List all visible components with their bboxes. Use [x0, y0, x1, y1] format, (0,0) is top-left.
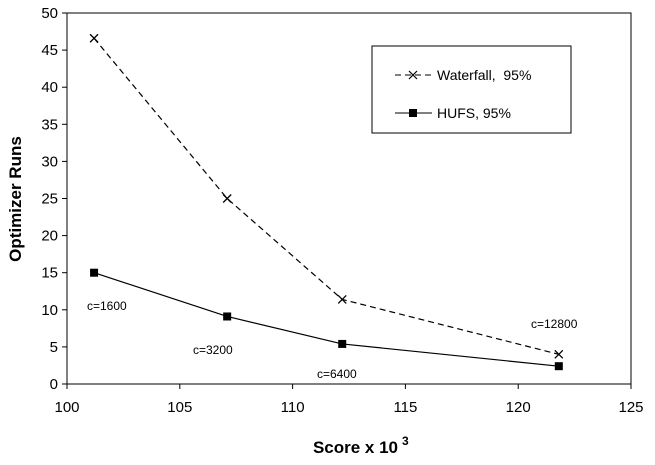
data-point-waterfall [222, 194, 232, 203]
legend-waterfall-marker [408, 70, 418, 80]
annotation-c12800: c=12800 [531, 317, 578, 331]
x-tick-label: 115 [393, 399, 417, 416]
y-axis-title: Optimizer Runs [6, 136, 25, 262]
x-axis-title: Score x 10 3 [313, 434, 409, 457]
series-layer [89, 33, 564, 371]
y-tick-label: 20 [41, 228, 58, 245]
y-tick-label: 40 [41, 79, 58, 96]
legend-hufs-marker [409, 109, 417, 117]
annotation-c1600: c=1600 [87, 299, 127, 313]
y-tick-label: 25 [41, 191, 58, 208]
legend-hufs-label: HUFS, 95% [437, 105, 511, 121]
data-point-hufs [90, 268, 99, 277]
y-tick-label: 0 [50, 376, 58, 393]
x-tick-label: 100 [54, 399, 79, 416]
y-axis: 0 5 10 15 20 25 30 35 40 45 50 [41, 5, 67, 393]
data-point-hufs [223, 312, 232, 321]
series-line-hufs [93, 272, 559, 367]
x-tick-label: 105 [167, 399, 192, 416]
legend-waterfall-label: Waterfall, 95% [437, 67, 531, 83]
data-point-waterfall [89, 33, 99, 43]
y-tick-label: 10 [41, 302, 58, 319]
y-tick-label: 35 [41, 116, 58, 133]
y-tick-label: 15 [41, 265, 58, 282]
data-point-hufs [338, 339, 347, 348]
annotation-c3200: c=3200 [193, 343, 233, 357]
x-axis-title-text: Score x 10 [313, 438, 398, 457]
data-point-waterfall [554, 349, 564, 359]
data-point-hufs [554, 362, 563, 371]
x-tick-label: 110 [281, 399, 305, 416]
x-tick-label: 120 [506, 399, 531, 416]
x-axis: 100 105 110 115 120 125 [54, 384, 644, 416]
x-tick-label: 125 [618, 399, 643, 416]
data-point-waterfall [337, 294, 347, 304]
series-line-waterfall [93, 37, 559, 355]
legend: Waterfall, 95% HUFS, 95% [371, 45, 572, 134]
legend-box [371, 45, 572, 134]
annotation-c6400: c=6400 [317, 367, 357, 381]
x-axis-title-superscript: 3 [402, 434, 409, 448]
y-tick-label: 30 [41, 153, 58, 170]
y-tick-label: 45 [41, 42, 58, 59]
y-tick-label: 50 [41, 5, 58, 22]
y-tick-label: 5 [50, 339, 58, 356]
